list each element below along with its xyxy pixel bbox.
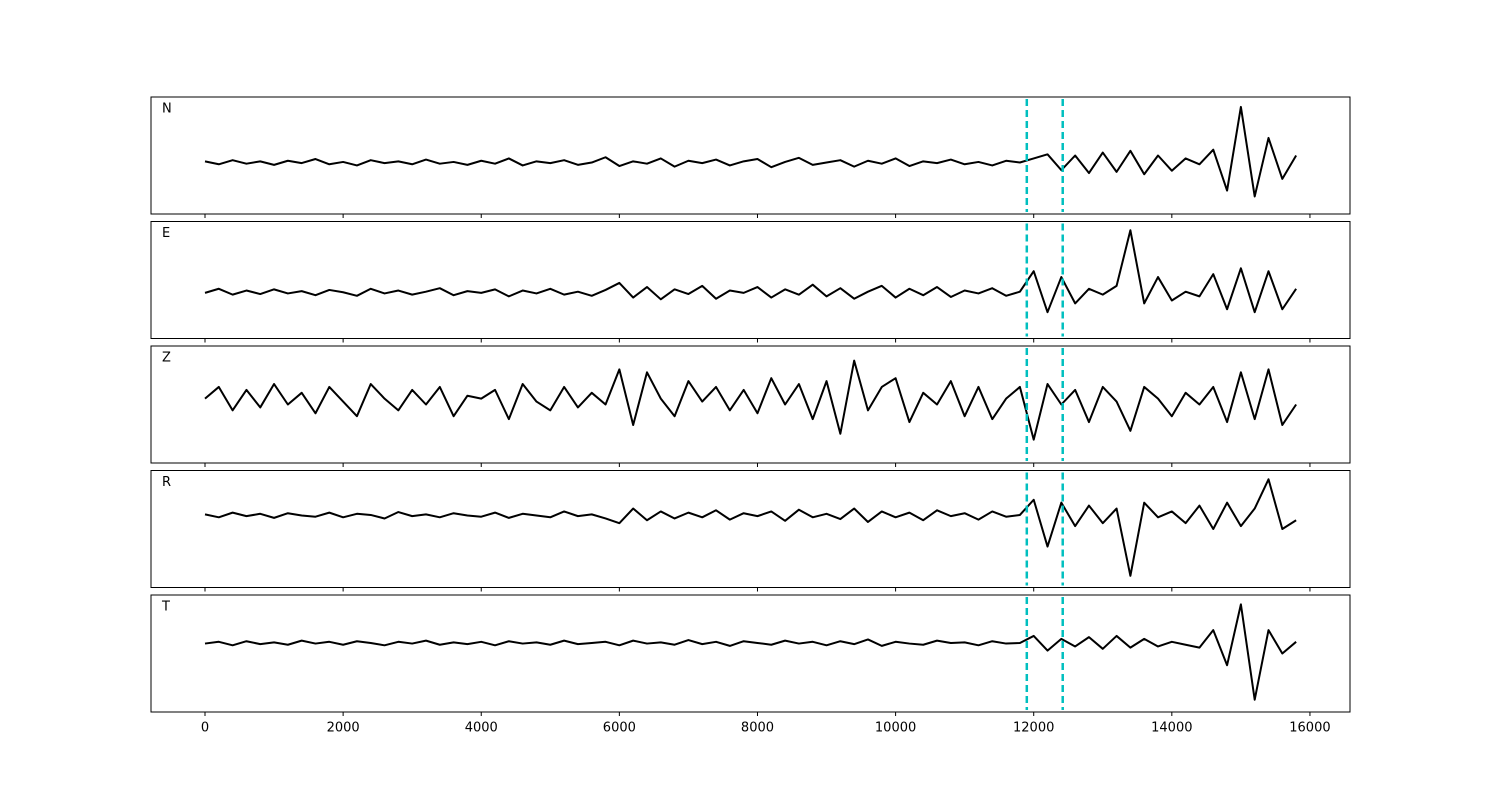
panel-frame	[150, 221, 1351, 339]
x-tick-label: 8000	[741, 721, 774, 736]
trace	[204, 229, 1297, 314]
panel-label: N	[162, 102, 172, 117]
trace	[204, 478, 1297, 577]
panel-label: R	[162, 475, 171, 490]
panel-frame	[150, 470, 1351, 588]
panel-frame	[150, 345, 1351, 464]
panel-frame	[150, 594, 1351, 713]
panel-label: E	[162, 226, 170, 241]
panel-label: T	[161, 600, 170, 615]
trace	[204, 105, 1297, 198]
panel-frame	[150, 96, 1351, 215]
trace	[204, 603, 1297, 701]
panel-label: Z	[162, 351, 171, 366]
x-tick-label: 4000	[465, 721, 498, 736]
x-tick-label: 6000	[603, 721, 636, 736]
x-tick-label: 0	[201, 721, 209, 736]
x-tick-label: 14000	[1151, 721, 1192, 736]
x-tick-label: 10000	[875, 721, 916, 736]
trace	[204, 359, 1297, 441]
x-tick-label: 12000	[1013, 721, 1054, 736]
x-tick-label: 16000	[1289, 721, 1330, 736]
x-tick-label: 2000	[327, 721, 360, 736]
